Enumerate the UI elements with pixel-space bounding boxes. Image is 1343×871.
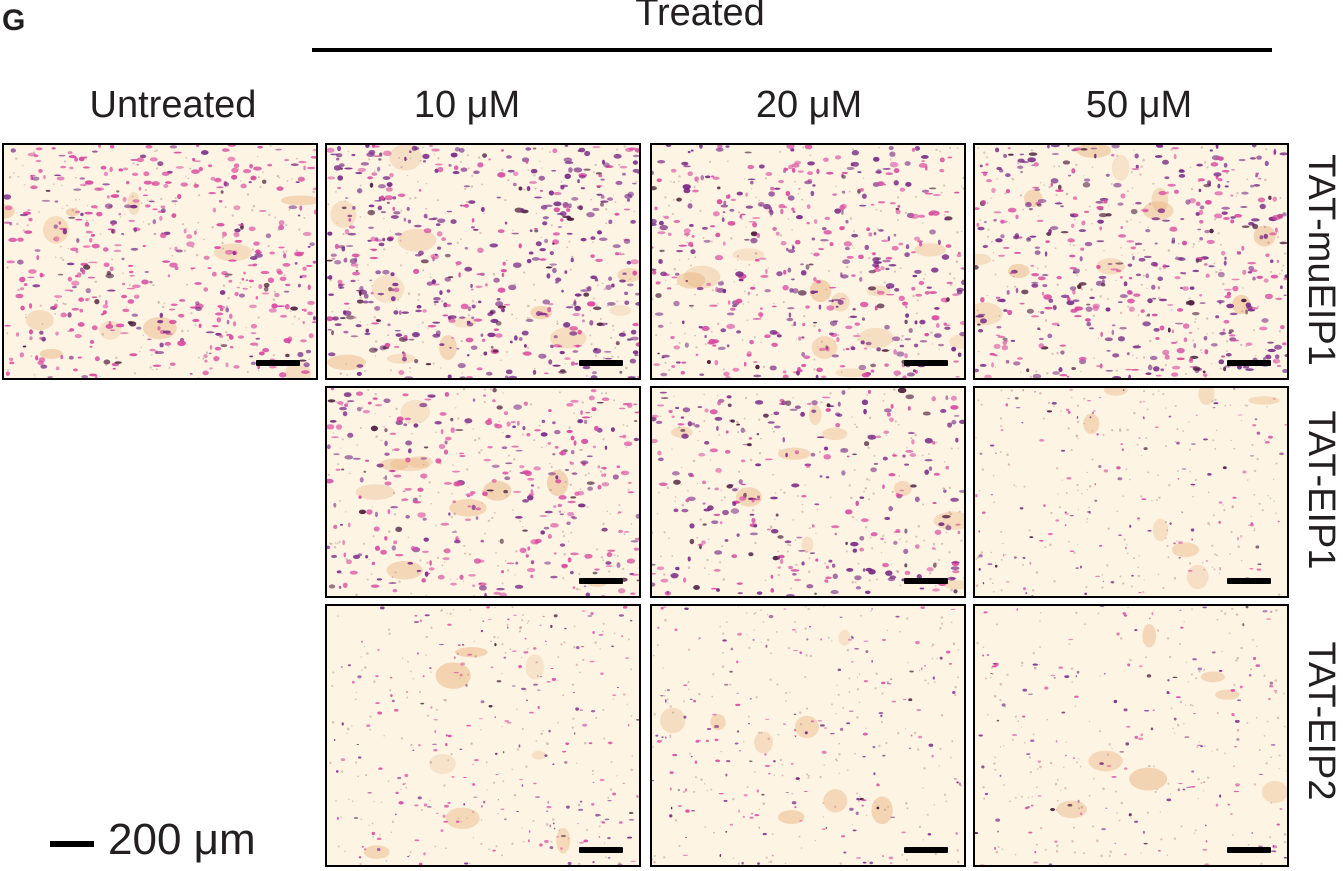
scale-bar [1227, 578, 1271, 584]
scale-bar [904, 847, 948, 853]
scale-legend-bar [50, 841, 94, 847]
micrograph-untreated [2, 143, 318, 380]
column-label-50um: 50 μM [1085, 84, 1193, 126]
scale-bar [1227, 847, 1271, 853]
micrograph-tat-EIP1-20um [650, 386, 966, 598]
scale-bar [579, 578, 623, 584]
scale-bar [256, 360, 300, 366]
row-label-tat-EIP2: TAT-EIP2 [1300, 641, 1342, 801]
micrograph-tat-muEIP1-50um [973, 143, 1289, 380]
group-underline [312, 48, 1272, 52]
scale-bar [904, 578, 948, 584]
scale-legend-label: 200 μm [108, 815, 256, 864]
micrograph-tat-muEIP1-20um [650, 143, 966, 380]
micrograph-tat-muEIP1-10um [325, 143, 641, 380]
column-label-10um: 10 μM [413, 84, 521, 126]
row-label-tat-muEIP1: TAT-muEIP1 [1300, 154, 1342, 366]
micrograph-tat-EIP2-50um [973, 604, 1289, 867]
column-label-20um: 20 μM [755, 84, 863, 126]
micrograph-tat-EIP1-10um [325, 386, 641, 598]
micrograph-tat-EIP2-10um [325, 604, 641, 867]
scale-bar [579, 360, 623, 366]
scale-bar [1227, 360, 1271, 366]
scale-bar [579, 847, 623, 853]
group-title-treated: Treated [635, 0, 765, 34]
row-label-tat-EIP1: TAT-EIP1 [1300, 410, 1342, 570]
micrograph-tat-EIP2-20um [650, 604, 966, 867]
panel-label: G [2, 4, 26, 37]
column-label-untreated: Untreated [89, 84, 257, 126]
scale-bar [904, 360, 948, 366]
micrograph-tat-EIP1-50um [973, 386, 1289, 598]
